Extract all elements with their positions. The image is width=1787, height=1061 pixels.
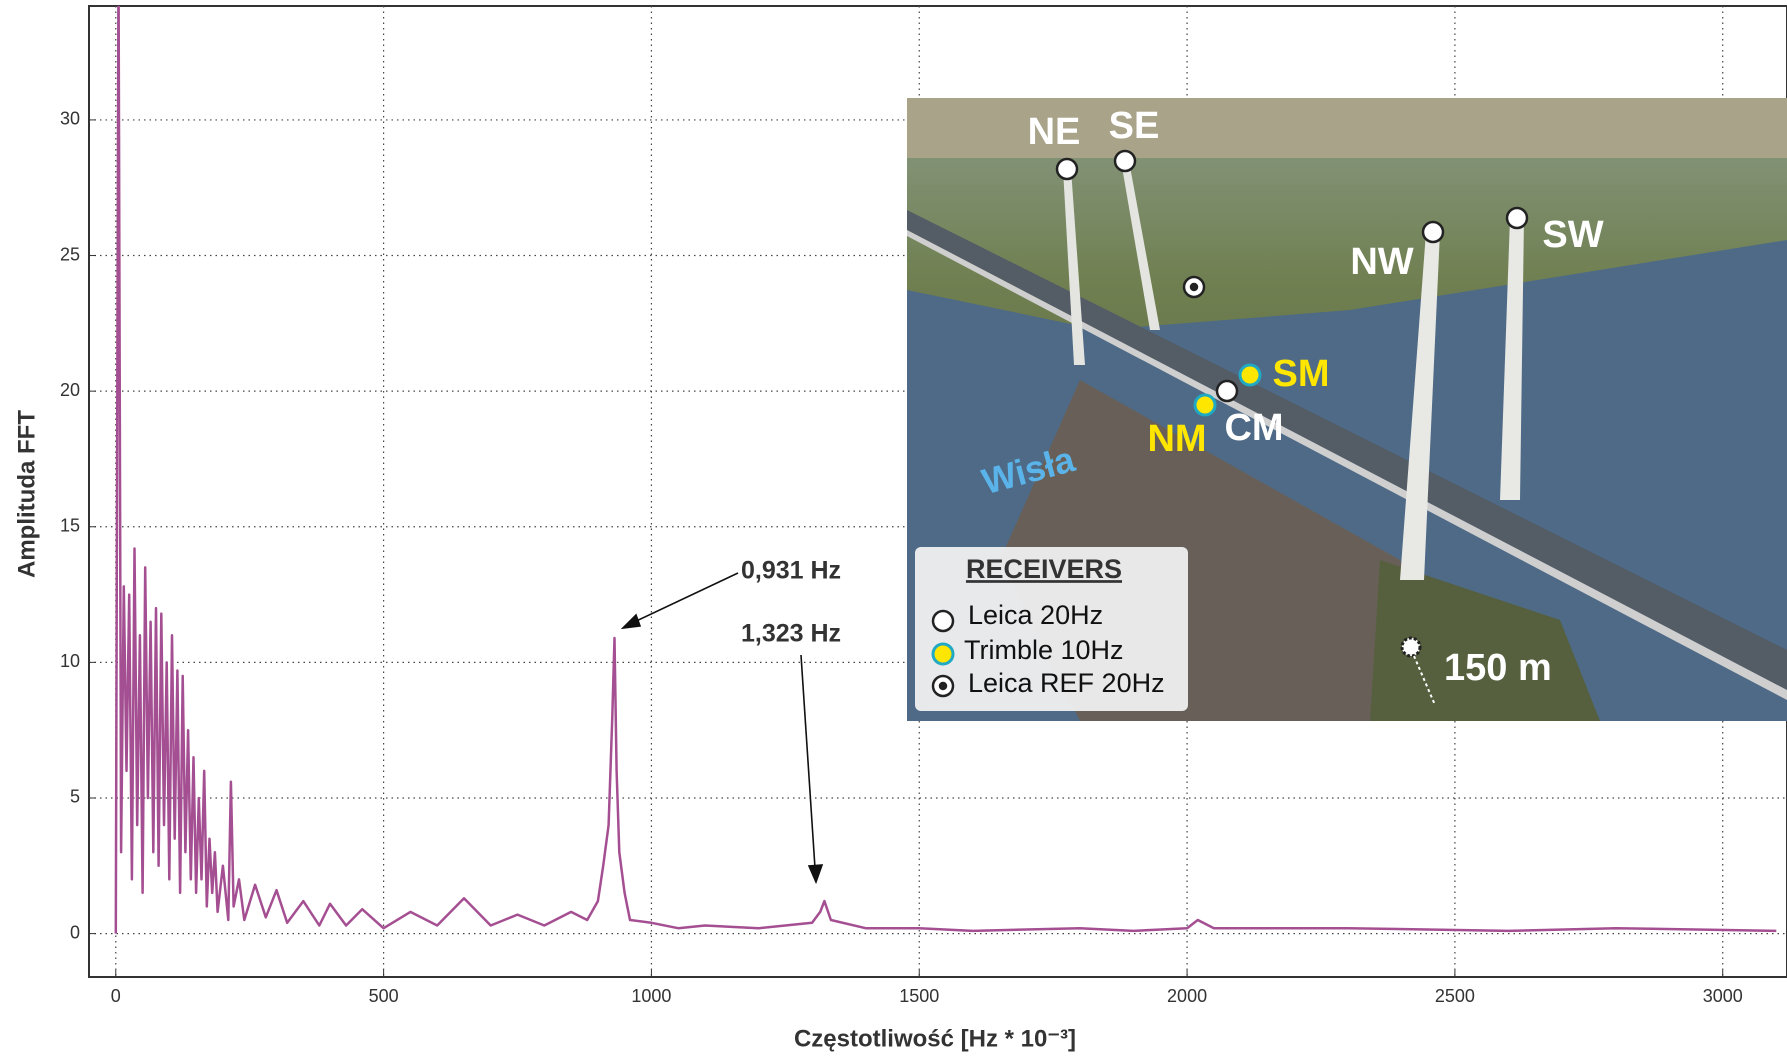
receiver-label: SM bbox=[1273, 353, 1330, 395]
x-tick-label: 3000 bbox=[1703, 986, 1743, 1006]
y-tick-label: 5 bbox=[70, 787, 80, 807]
legend-item: Leica REF 20Hz bbox=[968, 668, 1165, 698]
chart: 0 5 10 15 20 25 30 0 500 1000 1500 2000 2500 3000 Czę… bbox=[0, 0, 1787, 1061]
x-tick-label: 1500 bbox=[899, 986, 939, 1006]
y-tick-label: 30 bbox=[60, 109, 80, 129]
legend-title: RECEIVERS bbox=[966, 554, 1122, 584]
legend-item: Leica 20Hz bbox=[968, 600, 1103, 630]
y-tick-label: 20 bbox=[60, 380, 80, 400]
scale-label: 150 m bbox=[1444, 647, 1552, 689]
x-tick-label: 1000 bbox=[631, 986, 671, 1006]
y-tick-label: 10 bbox=[60, 651, 80, 671]
legend-item: Trimble 10Hz bbox=[964, 635, 1124, 665]
y-tick-label: 25 bbox=[60, 244, 80, 264]
x-axis-label: Częstotliwość [Hz * 10⁻³] bbox=[794, 1025, 1076, 1052]
y-axis-label: Amplituda FFT bbox=[13, 410, 40, 578]
receiver-label: SW bbox=[1542, 214, 1603, 256]
y-tick-label: 15 bbox=[60, 516, 80, 536]
x-tick-label: 500 bbox=[369, 986, 399, 1006]
receiver-label: CM bbox=[1224, 407, 1283, 449]
x-tick-label: 2500 bbox=[1435, 986, 1475, 1006]
y-tick-label: 0 bbox=[70, 922, 80, 942]
annotation: 1,323 Hz bbox=[741, 620, 841, 648]
receiver-label: NM bbox=[1147, 418, 1206, 460]
receiver-label: NE bbox=[1028, 111, 1081, 153]
x-tick-label: 2000 bbox=[1167, 986, 1207, 1006]
x-tick-label: 0 bbox=[111, 986, 121, 1006]
receiver-label: NW bbox=[1350, 241, 1413, 283]
annotation: 0,931 Hz bbox=[741, 557, 841, 585]
receiver-label: SE bbox=[1109, 105, 1160, 147]
